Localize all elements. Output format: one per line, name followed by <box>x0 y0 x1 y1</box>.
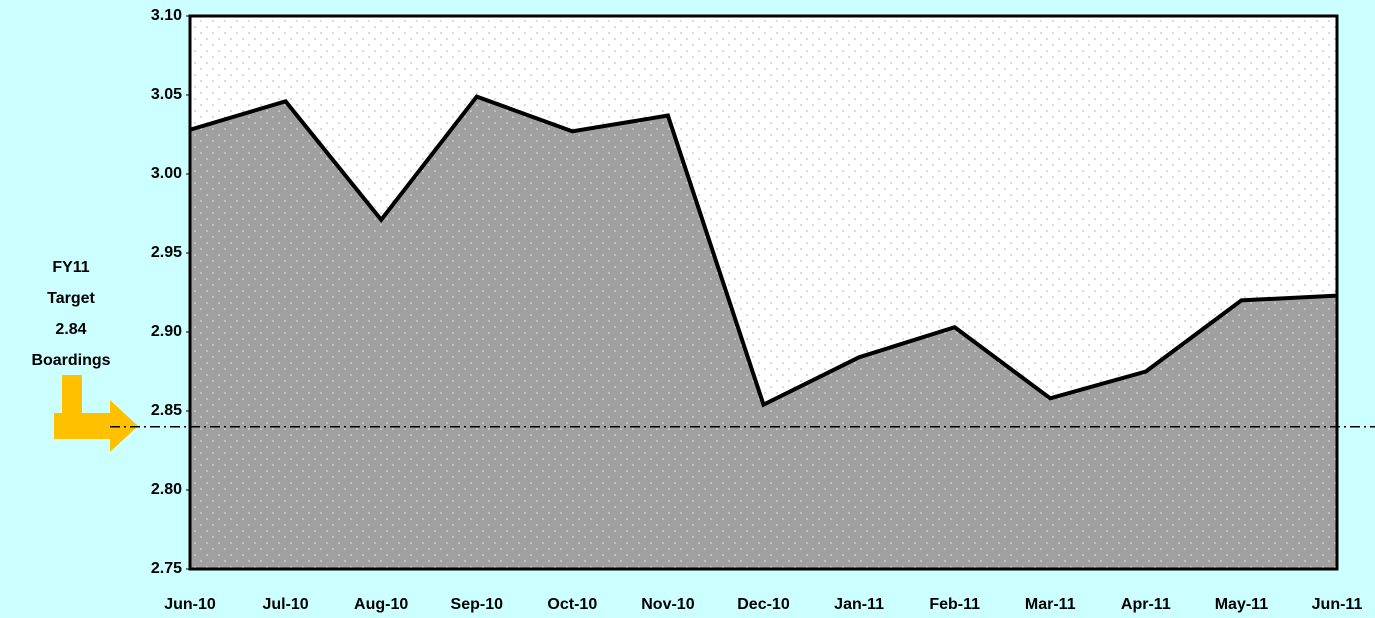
x-tick-label: Aug-10 <box>354 596 408 613</box>
x-tick-label: Apr-11 <box>1121 596 1171 613</box>
y-tick-label: 3.05 <box>151 86 182 103</box>
x-tick-label: Jul-10 <box>262 596 308 613</box>
area <box>190 96 1337 569</box>
x-tick-label: Mar-11 <box>1025 596 1076 613</box>
x-tick-label: Jun-11 <box>1312 596 1363 613</box>
y-tick-label: 3.00 <box>151 165 182 182</box>
y-tick-label: 2.95 <box>151 244 182 261</box>
arrow <box>54 375 138 452</box>
annotation: Boardings <box>31 352 110 369</box>
x-tick-label: May-11 <box>1215 596 1268 613</box>
line <box>189 94 1338 408</box>
x-tick-label: Nov-10 <box>641 596 694 613</box>
annotation: Target <box>47 290 95 307</box>
x-tick-label: Jan-11 <box>834 596 884 613</box>
annotation: 2.84 <box>55 321 86 338</box>
x-tick-label: Sep-10 <box>451 596 504 613</box>
y-tick-label: 2.85 <box>151 402 182 419</box>
annotation: FY11 <box>52 259 89 276</box>
x-tick-label: Jun-10 <box>164 596 216 613</box>
plot-border <box>188 14 1339 571</box>
y-tick-label: 2.80 <box>151 481 182 498</box>
y-tick-label: 2.75 <box>151 560 182 577</box>
y-tick-label: 3.10 <box>151 7 182 24</box>
x-tick-label: Oct-10 <box>547 596 597 613</box>
y-tick-label: 2.90 <box>151 323 182 340</box>
x-tick-label: Dec-10 <box>737 596 790 613</box>
x-tick-label: Feb-11 <box>929 596 980 613</box>
